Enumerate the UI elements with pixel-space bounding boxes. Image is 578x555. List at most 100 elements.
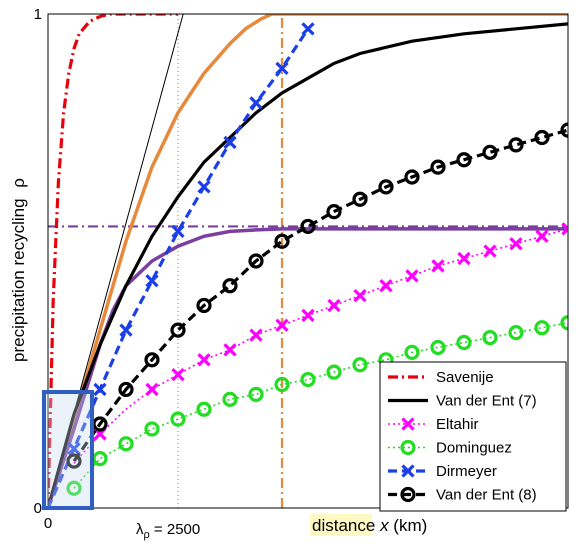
series-line-savenije	[48, 14, 178, 508]
y-tick-label-1: 1	[34, 6, 42, 23]
point-dirmeyer-2	[119, 323, 133, 337]
legend-label-van-der-ent-8: Van der Ent (8)	[436, 487, 537, 504]
point-van-der-ent-8-18	[534, 129, 550, 146]
point-eltahir-6	[275, 318, 289, 332]
axes-frame	[47, 13, 569, 509]
point-eltahir-7	[301, 308, 315, 322]
point-van-der-ent-8-8	[274, 233, 290, 249]
point-dominguez-18	[534, 320, 550, 336]
legend-label-eltahir: Eltahir	[436, 416, 479, 433]
point-van-der-ent-8-2	[118, 381, 134, 398]
x-tick-label-0: 0	[44, 515, 52, 532]
point-eltahir-13	[457, 251, 471, 266]
series-line-dirmeyer	[48, 27, 310, 508]
point-dirmeyer-9	[301, 22, 315, 36]
point-eltahir-3	[197, 353, 211, 367]
point-van-der-ent-8-6	[222, 278, 238, 294]
point-eltahir-9	[353, 288, 367, 303]
legend: Savenije Van der Ent (7) Eltahir Dominguez D…	[379, 361, 567, 512]
point-van-der-ent-8-9	[300, 218, 316, 235]
legend-box	[379, 361, 567, 512]
point-van-der-ent-8-14	[430, 159, 446, 175]
point-dirmeyer-4	[171, 224, 185, 238]
lambda-symbol: λ	[136, 521, 144, 538]
point-dirmeyer-6	[223, 135, 237, 150]
legend-marker-eltahir	[401, 417, 415, 431]
point-dominguez-7	[248, 386, 264, 402]
legend-label-dirmeyer: Dirmeyer	[436, 463, 497, 480]
x-axis-label-unit: (km)	[393, 516, 427, 535]
point-van-der-ent-8-3	[144, 352, 160, 368]
point-dominguez-0	[66, 480, 82, 496]
point-dominguez-15	[456, 334, 472, 351]
x-axis-label: distance x (km)	[312, 516, 427, 535]
legend-marker-dominguez	[400, 439, 416, 456]
point-van-der-ent-8-12	[378, 179, 394, 195]
legend-label-dominguez: Dominguez	[436, 440, 512, 457]
plot-area	[48, 14, 568, 508]
series-line-van-der-ent-7	[48, 22, 568, 508]
point-eltahir-8	[327, 298, 341, 313]
xlabel-highlight	[310, 514, 372, 536]
point-eltahir-4	[223, 343, 237, 357]
extra-curve-0	[48, 14, 568, 508]
point-dominguez-2	[118, 436, 134, 452]
point-dominguez-6	[222, 391, 238, 407]
tick-labels: 00 1	[34, 6, 53, 532]
point-dominguez-13	[404, 344, 420, 360]
origin-zoom-box	[42, 390, 94, 510]
point-dominguez-8	[274, 376, 290, 393]
point-eltahir-12	[431, 259, 445, 273]
point-eltahir-10	[379, 279, 393, 293]
point-van-der-ent-8-11	[352, 191, 368, 207]
lambda-annotation: λρ = 2500	[136, 521, 200, 541]
point-eltahir-14	[483, 244, 497, 258]
point-van-der-ent-8-15	[456, 152, 472, 168]
point-dirmeyer-5	[197, 180, 211, 194]
legend-label-savenije: Savenije	[436, 369, 494, 386]
point-dominguez-1	[92, 451, 108, 467]
point-dominguez-14	[430, 339, 446, 356]
series-line-eltahir	[73, 228, 568, 465]
point-dominguez-11	[352, 357, 368, 373]
point-eltahir-11	[405, 269, 419, 283]
point-dirmeyer-7	[249, 96, 263, 110]
point-van-der-ent-8-5	[196, 297, 212, 314]
point-van-der-ent-8-17	[508, 137, 524, 153]
point-eltahir-15	[509, 237, 523, 251]
point-van-der-ent-8-7	[248, 253, 264, 269]
point-van-der-ent-8-13	[404, 169, 420, 185]
point-dominguez-17	[508, 325, 524, 341]
point-dominguez-19	[560, 315, 568, 331]
lambda-subscript: ρ	[144, 529, 150, 541]
point-eltahir-17	[561, 222, 568, 236]
y-axis-label-symbol: ρ	[9, 178, 28, 188]
point-dominguez-9	[300, 371, 316, 388]
point-van-der-ent-8-0	[66, 453, 82, 469]
legend-marker-van-der-ent-8	[400, 486, 416, 503]
point-dominguez-10	[326, 364, 342, 380]
point-van-der-ent-8-16	[482, 144, 498, 160]
point-van-der-ent-8-19	[560, 122, 568, 138]
point-dominguez-3	[144, 421, 160, 437]
point-dominguez-5	[196, 401, 212, 417]
legend-label-van-der-ent-7: Van der Ent (7)	[436, 393, 537, 410]
lambda-value: = 2500	[150, 521, 200, 538]
point-van-der-ent-8-10	[326, 204, 342, 220]
y-tick-label-0: 0	[34, 500, 42, 517]
legend-marker-dirmeyer	[401, 464, 415, 478]
point-dirmeyer-1	[93, 382, 107, 397]
point-eltahir-5	[249, 328, 263, 342]
point-dirmeyer-8	[275, 61, 289, 75]
point-eltahir-2	[171, 367, 185, 382]
point-dirmeyer-0	[67, 442, 81, 456]
y-axis-label-text: precipitation recycling	[9, 198, 28, 361]
y-axis-label: precipitation recycling ρ	[9, 178, 28, 362]
point-dominguez-4	[170, 411, 186, 427]
x-axis-label-word: distance	[312, 516, 375, 535]
point-eltahir-16	[535, 229, 549, 243]
point-dominguez-16	[482, 329, 498, 346]
x-axis-label-var: x	[379, 516, 389, 535]
point-dirmeyer-3	[145, 274, 159, 288]
